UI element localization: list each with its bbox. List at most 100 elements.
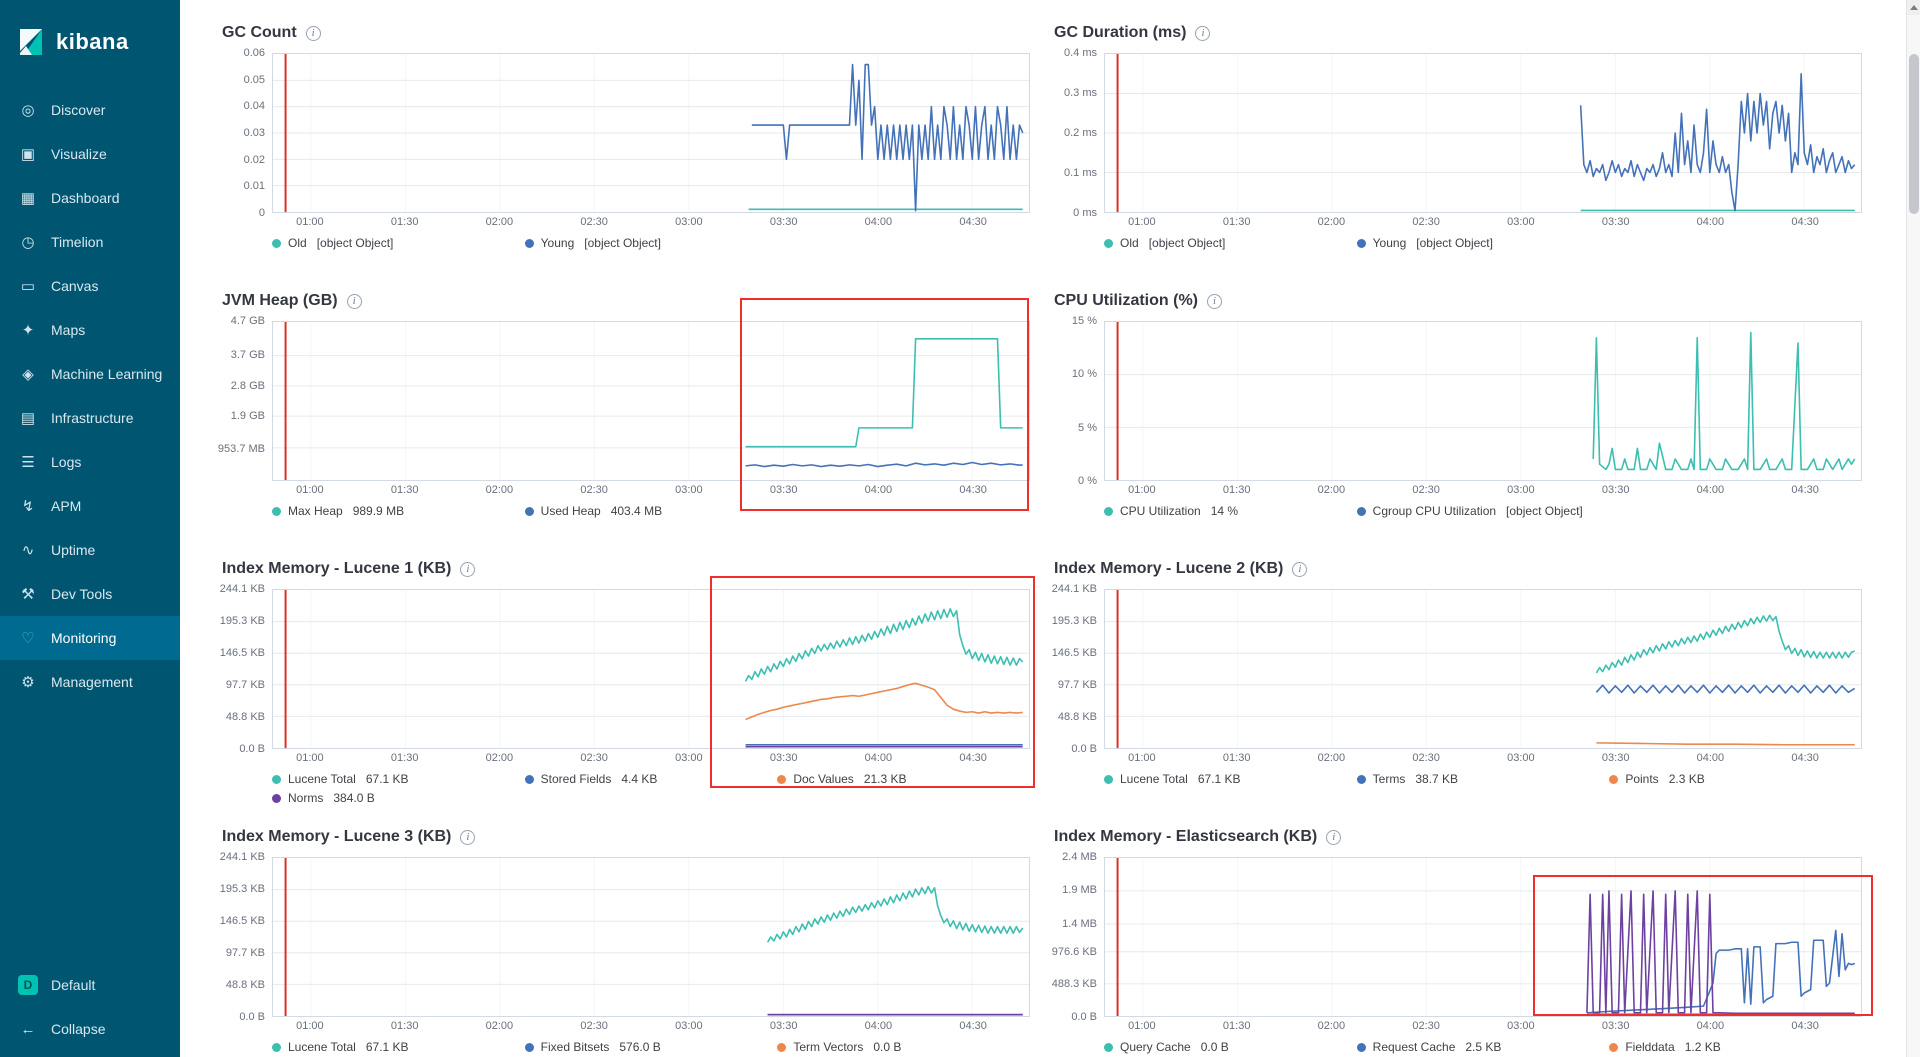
legend-item-norms[interactable]: Norms 384.0 B bbox=[272, 790, 525, 806]
sidebar-item-canvas[interactable]: ▭ Canvas bbox=[0, 264, 180, 308]
x-axis-label: 01:00 bbox=[296, 484, 324, 496]
chart-card-cpu-utilization: CPU Utilization (%) i 15 % 10 % 5 % 0 % 01:00 0… bbox=[1052, 277, 1864, 545]
legend-item-term-vectors[interactable]: Term Vectors 0.0 B bbox=[777, 1039, 1030, 1055]
sidebar: kibana ◎ Discover ▣ Visualize ▦ Dashboard ◷ Tim… bbox=[0, 0, 180, 1057]
legend-color-dot bbox=[1609, 774, 1619, 784]
sidebar-item-label: Logs bbox=[51, 454, 82, 470]
sidebar-item-infrastructure[interactable]: ▤ Infrastructure bbox=[0, 396, 180, 440]
info-icon[interactable]: i bbox=[1292, 561, 1308, 577]
legend-item-lucene-total[interactable]: Lucene Total 67.1 KB bbox=[272, 771, 525, 787]
sidebar-item-monitoring[interactable]: ♡ Monitoring bbox=[0, 616, 180, 660]
sidebar-item-discover[interactable]: ◎ Discover bbox=[0, 88, 180, 132]
legend-item-max-heap[interactable]: Max Heap 989.9 MB bbox=[272, 503, 525, 519]
sidebar-item-timelion[interactable]: ◷ Timelion bbox=[0, 220, 180, 264]
legend-item-points[interactable]: Points 2.3 KB bbox=[1609, 771, 1862, 787]
y-axis-label: 15 % bbox=[1071, 315, 1097, 327]
legend-color-dot bbox=[272, 793, 281, 803]
chart-plot[interactable] bbox=[272, 321, 1030, 481]
x-axis: 01:00 01:30 02:00 02:30 03:00 03:30 04:00 04:30 bbox=[1104, 481, 1862, 497]
legend-item-query-cache[interactable]: Query Cache 0.0 B bbox=[1104, 1039, 1357, 1055]
sidebar-item-logs[interactable]: ☰ Logs bbox=[0, 440, 180, 484]
sidebar-item-visualize[interactable]: ▣ Visualize bbox=[0, 132, 180, 176]
legend-item-terms[interactable]: Terms 38.7 KB bbox=[1356, 771, 1610, 787]
y-axis-label: 48.8 KB bbox=[225, 711, 265, 723]
canvas-icon: ▭ bbox=[20, 278, 36, 295]
sidebar-item-default-space[interactable]: D Default bbox=[0, 963, 180, 1007]
info-icon[interactable]: i bbox=[460, 829, 476, 845]
legend-item-doc-values[interactable]: Doc Values 21.3 KB bbox=[777, 771, 1030, 787]
chart-title: GC Count bbox=[222, 24, 297, 41]
x-axis-label: 02:30 bbox=[580, 216, 608, 228]
x-axis-label: 04:30 bbox=[959, 216, 987, 228]
legend-item-fielddata[interactable]: Fielddata 1.2 KB bbox=[1609, 1039, 1862, 1055]
kibana-logo[interactable]: kibana bbox=[0, 0, 180, 88]
kibana-logo-icon bbox=[20, 29, 42, 55]
y-axis-label: 244.1 KB bbox=[219, 851, 265, 863]
legend-item-lucene-total[interactable]: Lucene Total 67.1 KB bbox=[272, 1039, 525, 1055]
y-axis-label: 10 % bbox=[1071, 368, 1097, 381]
y-axis-label: 0.0 B bbox=[239, 743, 265, 755]
sidebar-collapse-button[interactable]: ← Collapse bbox=[0, 1007, 180, 1051]
sidebar-item-apm[interactable]: ↯ APM bbox=[0, 484, 180, 528]
legend-item-stored-fields[interactable]: Stored Fields 4.4 KB bbox=[524, 771, 778, 787]
legend-color-dot bbox=[1356, 238, 1366, 248]
legend-item-request-cache[interactable]: Request Cache 2.5 KB bbox=[1356, 1039, 1610, 1055]
x-axis-label: 02:00 bbox=[485, 216, 514, 228]
sidebar-item-maps[interactable]: ✦ Maps bbox=[0, 308, 180, 352]
x-axis-label: 01:00 bbox=[296, 752, 324, 764]
sidebar-item-management[interactable]: ⚙ Management bbox=[0, 660, 180, 704]
sidebar-item-dashboard[interactable]: ▦ Dashboard bbox=[0, 176, 180, 220]
y-axis: 0.06 0.05 0.04 0.03 0.02 0.01 0 bbox=[220, 47, 272, 219]
x-axis-label: 03:30 bbox=[1601, 752, 1630, 764]
x-axis-label: 03:30 bbox=[769, 1020, 798, 1032]
legend-item-cpu-utilization[interactable]: CPU Utilization 14 % bbox=[1104, 503, 1357, 519]
info-icon[interactable]: i bbox=[305, 25, 321, 41]
legend-color-dot bbox=[1609, 1042, 1619, 1052]
legend-item-lucene-total[interactable]: Lucene Total 67.1 KB bbox=[1104, 771, 1357, 787]
chart-plot[interactable] bbox=[1104, 857, 1862, 1017]
sidebar-item-dev-tools[interactable]: ⚒ Dev Tools bbox=[0, 572, 180, 616]
legend-item-young[interactable]: Young [object Object] bbox=[1356, 235, 1610, 251]
y-axis-label: 0.01 bbox=[243, 180, 265, 193]
legend-item-young[interactable]: Young [object Object] bbox=[524, 235, 778, 251]
x-axis-label: 04:30 bbox=[1791, 216, 1819, 228]
legend-color-dot bbox=[1104, 774, 1113, 784]
chart-plot[interactable] bbox=[1104, 321, 1862, 481]
legend-item-old[interactable]: Old [object Object] bbox=[1104, 235, 1357, 251]
scroll-up-arrow-icon[interactable] bbox=[1907, 0, 1920, 15]
x-axis-label: 04:00 bbox=[1696, 752, 1725, 764]
info-icon[interactable]: i bbox=[1207, 293, 1222, 309]
chart-card-index-memory-elasticsearch-kb: Index Memory - Elasticsearch (KB) i 2.4 MB… bbox=[1052, 813, 1864, 1057]
visualize-icon: ▣ bbox=[20, 146, 36, 163]
collapse-arrow-icon: ← bbox=[20, 1020, 36, 1038]
chart-plot[interactable] bbox=[1104, 53, 1862, 213]
sidebar-item-label: Visualize bbox=[51, 146, 107, 162]
y-axis-label: 48.8 KB bbox=[1057, 711, 1097, 723]
legend-item-fixed-bitsets[interactable]: Fixed Bitsets 576.0 B bbox=[524, 1039, 778, 1055]
legend-color-dot bbox=[272, 774, 281, 784]
chart-plot[interactable] bbox=[1104, 589, 1862, 749]
chart-plot[interactable] bbox=[272, 53, 1030, 213]
info-icon[interactable]: i bbox=[1195, 25, 1211, 41]
x-axis: 01:00 01:30 02:00 02:30 03:00 03:30 04:00 04:30 bbox=[1104, 213, 1862, 229]
legend-item-old[interactable]: Old [object Object] bbox=[272, 235, 525, 251]
scrollbar[interactable] bbox=[1906, 0, 1920, 1057]
info-icon[interactable]: i bbox=[346, 293, 362, 309]
chart-plot[interactable] bbox=[272, 857, 1030, 1017]
legend-item-used-heap[interactable]: Used Heap 403.4 MB bbox=[524, 503, 778, 519]
sidebar-item-label: Discover bbox=[51, 102, 106, 118]
y-axis-label: 0.05 bbox=[243, 73, 265, 86]
sidebar-item-machine-learning[interactable]: ◈ Machine Learning bbox=[0, 352, 180, 396]
legend-item-cgroup-cpu-utilization[interactable]: Cgroup CPU Utilization [object Object] bbox=[1356, 503, 1610, 519]
chart-plot[interactable] bbox=[272, 589, 1030, 749]
x-axis-label: 02:30 bbox=[1412, 484, 1440, 496]
info-icon[interactable]: i bbox=[1326, 829, 1342, 845]
chart-title: Index Memory - Lucene 3 (KB) bbox=[222, 828, 452, 845]
info-icon[interactable]: i bbox=[460, 561, 476, 577]
monitoring-dashboard: GC Count i 0.06 0.05 0.04 0.03 0.02 0.01 0 01:00 0… bbox=[180, 0, 1920, 1057]
x-axis-label: 04:00 bbox=[864, 1020, 893, 1032]
legend-color-dot bbox=[1356, 506, 1366, 516]
sidebar-item-uptime[interactable]: ∿ Uptime bbox=[0, 528, 180, 572]
scrollbar-thumb[interactable] bbox=[1909, 54, 1919, 214]
y-axis-label: 0.2 ms bbox=[1063, 127, 1097, 139]
